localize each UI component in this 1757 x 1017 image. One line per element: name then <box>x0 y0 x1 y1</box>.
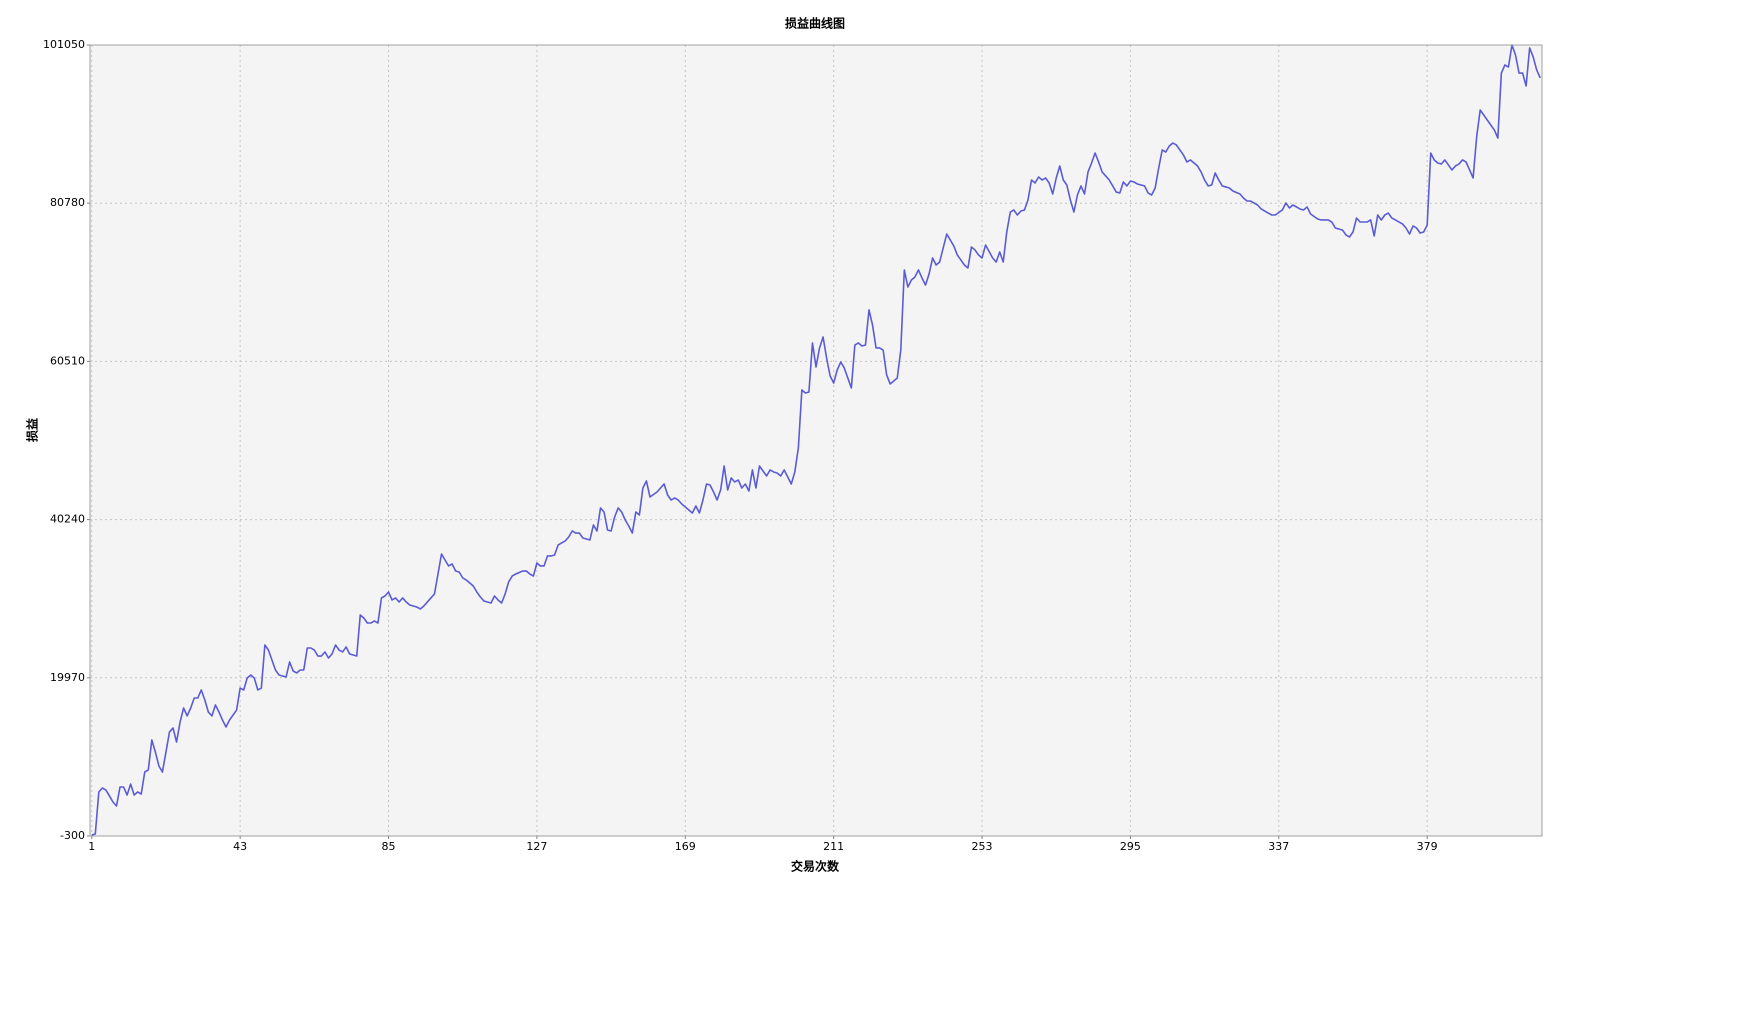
y-tick-label: 101050 <box>43 38 85 51</box>
y-tick-label: 60510 <box>50 354 85 367</box>
chart-title: 损益曲线图 <box>785 16 845 31</box>
x-tick-label: 379 <box>1417 840 1438 853</box>
plot-area <box>90 45 1542 836</box>
x-tick-label: 169 <box>675 840 696 853</box>
plot-frame <box>89 44 1543 837</box>
y-tick-label: 80780 <box>50 196 85 209</box>
x-axis-title: 交易次数 <box>791 859 840 874</box>
x-tick-label: 337 <box>1268 840 1289 853</box>
y-tick-label: -300 <box>60 829 85 842</box>
data-line <box>91 44 1541 836</box>
x-tick-label: 211 <box>823 840 844 853</box>
x-tick-label: 295 <box>1120 840 1141 853</box>
x-tick-label: 253 <box>972 840 993 853</box>
x-tick-label: 43 <box>233 840 247 853</box>
y-axis-title: 损益 <box>25 418 40 442</box>
x-tick-label: 85 <box>382 840 396 853</box>
x-tick-label: 127 <box>526 840 547 853</box>
y-tick-label: 40240 <box>50 513 85 526</box>
x-tick-label: 1 <box>88 840 95 853</box>
y-tick-label: 19970 <box>50 671 85 684</box>
plot-layer: -300 19970 40240 60510 80780 101050 1 43 85 127 16… <box>43 38 1542 853</box>
